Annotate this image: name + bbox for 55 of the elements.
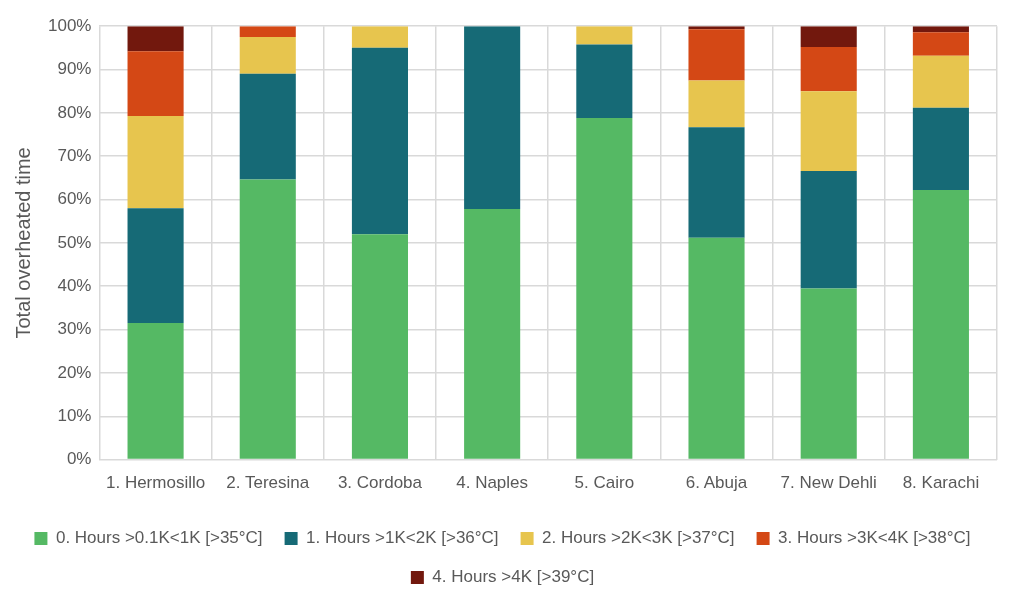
y-tick-label: 100% xyxy=(48,15,92,35)
bar xyxy=(464,26,521,210)
bar xyxy=(351,234,408,459)
x-tick-label: 8. Karachi xyxy=(902,473,980,493)
bar xyxy=(800,91,857,171)
bar xyxy=(464,209,521,459)
legend-label: 0. Hours >0.1K<1K [>35°C] xyxy=(55,528,263,548)
bar xyxy=(127,26,184,52)
bar xyxy=(576,44,633,119)
bar xyxy=(800,47,857,92)
bar xyxy=(351,26,408,48)
y-tick-label: 60% xyxy=(57,189,92,209)
legend-label: 2. Hours >2K<3K [>37°C] xyxy=(542,528,735,548)
bar xyxy=(351,47,408,235)
y-axis-title: Total overheated time xyxy=(11,147,34,339)
x-tick-label: 4. Naples xyxy=(456,473,529,493)
y-tick-label: 0% xyxy=(66,449,92,469)
y-tick-label: 10% xyxy=(57,405,92,425)
bar xyxy=(688,80,745,128)
bar xyxy=(688,127,745,238)
bar xyxy=(576,26,633,45)
bar xyxy=(912,107,969,191)
y-tick-label: 40% xyxy=(57,275,92,295)
bar xyxy=(800,26,857,47)
x-tick-label: 5. Cairo xyxy=(574,473,635,493)
y-tick-label: 80% xyxy=(57,102,92,122)
bar xyxy=(239,179,296,459)
bar xyxy=(127,323,184,459)
y-tick-label: 50% xyxy=(57,232,92,252)
bar xyxy=(239,37,296,74)
bar xyxy=(576,118,633,459)
bar xyxy=(688,29,745,81)
bar xyxy=(688,237,745,459)
bar xyxy=(800,288,857,459)
legend-label: 4. Hours >4K [>39°C] xyxy=(432,567,595,587)
bar xyxy=(239,73,296,180)
x-tick-label: 3. Cordoba xyxy=(337,473,423,493)
y-tick-label: 30% xyxy=(57,319,92,339)
bar xyxy=(912,190,969,459)
y-tick-label: 70% xyxy=(57,145,92,165)
y-tick-label: 90% xyxy=(57,59,92,79)
bar xyxy=(127,115,184,209)
y-tick-label: 20% xyxy=(57,362,92,382)
x-tick-label: 6. Abuja xyxy=(685,473,748,493)
x-tick-label: 7. New Dehli xyxy=(780,473,877,493)
bar xyxy=(239,26,296,38)
legend-label: 3. Hours >3K<4K [>38°C] xyxy=(778,528,971,548)
bar xyxy=(127,208,184,324)
bar xyxy=(912,55,969,108)
bar xyxy=(127,51,184,116)
bar xyxy=(800,170,857,289)
x-tick-label: 1. Hermosillo xyxy=(105,473,206,493)
x-tick-label: 2. Teresina xyxy=(226,473,310,493)
legend-label: 1. Hours >1K<2K [>36°C] xyxy=(306,528,499,548)
bar xyxy=(912,32,969,56)
